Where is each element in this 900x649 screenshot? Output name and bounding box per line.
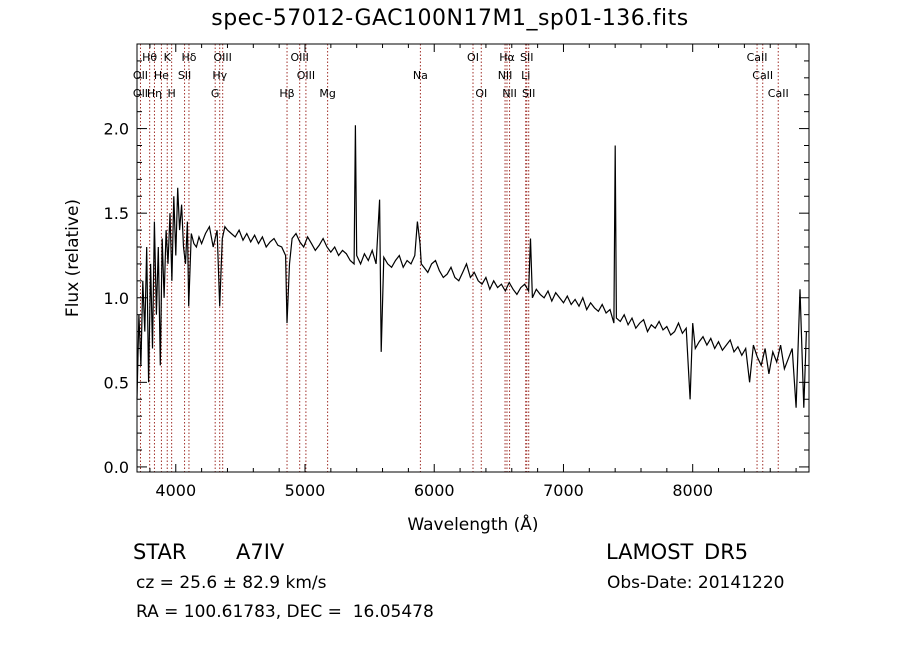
- y-tick-label: 0.0: [104, 458, 129, 477]
- line-label: CaII: [747, 51, 768, 64]
- y-axis: 0.0 0.5 1.0 1.5 2.0: [104, 60, 809, 477]
- line-label: Li: [521, 69, 530, 82]
- line-label: Hβ: [279, 87, 294, 100]
- line-label: He: [154, 69, 169, 82]
- line-label: Hδ: [181, 51, 196, 64]
- line-label: OI: [467, 51, 479, 64]
- x-axis-label: Wavelength (Å): [407, 513, 538, 535]
- line-label: Hη: [147, 87, 162, 100]
- coordinates: RA = 100.61783, DEC = 16.05478: [136, 602, 434, 622]
- line-label: NII: [498, 69, 513, 82]
- line-label: CaII: [768, 87, 789, 100]
- x-axis: 4000 5000 6000 7000 8000: [149, 44, 797, 500]
- y-tick-label: 1.5: [104, 204, 129, 223]
- x-tick-label: 4000: [155, 481, 196, 500]
- spectrum-line: [136, 125, 807, 408]
- x-tick-label: 7000: [543, 481, 584, 500]
- line-label: K: [164, 51, 172, 64]
- line-label: OIII: [291, 51, 309, 64]
- y-axis-label: Flux (relative): [63, 199, 83, 317]
- line-label: SII: [520, 51, 533, 64]
- line-label: SII: [522, 87, 535, 100]
- line-label: OIII: [297, 69, 315, 82]
- survey-name: LAMOST DR5: [606, 540, 749, 564]
- y-tick-label: 0.5: [104, 373, 129, 392]
- x-tick-label: 8000: [672, 481, 713, 500]
- line-label: Na: [413, 69, 428, 82]
- line-label: NII: [502, 87, 517, 100]
- y-tick-label: 1.0: [104, 289, 129, 308]
- subclass: A7IV: [236, 540, 285, 564]
- line-label: Hα: [499, 51, 515, 64]
- x-tick-label: 6000: [414, 481, 455, 500]
- x-tick-label: 5000: [285, 481, 326, 500]
- plot-frame: [136, 43, 810, 473]
- line-label: CaII: [752, 69, 773, 82]
- line-label: H: [167, 87, 175, 100]
- line-label: Mg: [319, 87, 335, 100]
- line-label: OIII: [213, 51, 231, 64]
- line-markers: [139, 44, 779, 472]
- line-label: OI: [475, 87, 487, 100]
- line-label: OII: [133, 69, 148, 82]
- line-label: G: [211, 87, 220, 100]
- redshift-text: cz = 25.6 ± 82.9 km/s: [136, 573, 327, 593]
- line-label: SII: [178, 69, 191, 82]
- line-label: Hγ: [212, 69, 227, 82]
- y-tick-label: 2.0: [104, 120, 129, 139]
- object-type: STAR: [133, 540, 187, 564]
- line-label: Hθ: [142, 51, 157, 64]
- line-label: OII: [133, 87, 148, 100]
- chart-title: spec-57012-GAC100N17M1_sp01-136.fits: [211, 6, 689, 31]
- obs-date: Obs-Date: 20141220: [607, 573, 785, 593]
